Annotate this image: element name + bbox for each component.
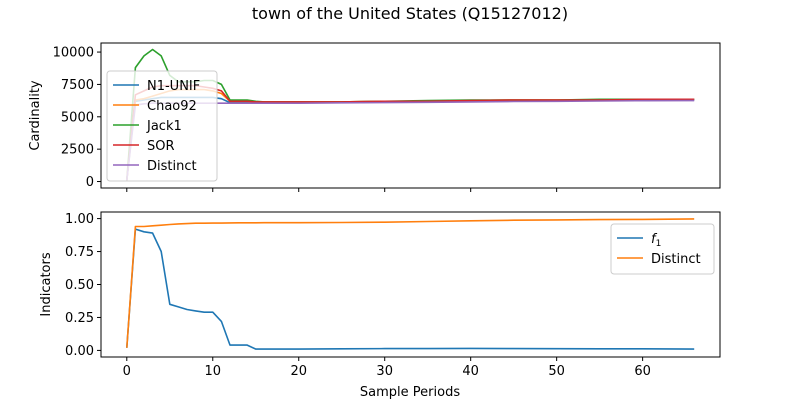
x-tick-label: 10 [204,364,221,379]
series-line-distinct [126,218,695,348]
y-axis-label: Cardinality [28,80,43,151]
x-tick-label: 0 [123,364,131,379]
cardinality-panel: 0 2500 5000 7500 10000 Cardinality N1-UNIF Chao… [28,42,721,192]
x-tick-label: 60 [634,364,651,379]
legend-label: f1 [651,232,661,249]
chart-title: town of the United States (Q15127012) [252,4,568,23]
y-tick-label: 5000 [61,110,94,125]
legend-label: Chao92 [147,99,197,114]
x-tick-label: 30 [376,364,393,379]
x-axis-label: Sample Periods [360,385,460,400]
x-tick-label: 50 [548,364,565,379]
y-axis-label: Indicators [39,252,54,316]
legend-label: N1-UNIF [147,79,200,94]
legend-box [106,70,218,182]
axes-frame [100,42,721,189]
legend-label: Distinct [147,159,197,174]
legend-box [610,223,715,275]
y-tick-label: 0.00 [65,344,94,359]
x-tick-label: 20 [290,364,307,379]
legend-label: SOR [147,139,175,154]
legend-label: Distinct [651,252,701,267]
y-tick-label: 10000 [53,46,94,61]
y-tick-label: 1.00 [65,212,94,227]
y-tick-label: 0.75 [65,245,94,260]
y-tick-label: 0.50 [65,278,94,293]
y-tick-label: 0 [86,175,94,190]
y-tick-label: 2500 [61,143,94,158]
legend-label: Jack1 [146,119,182,134]
series-line-f1 [126,228,695,350]
indicators-panel: 0 10 20 30 40 50 60 0.00 0.25 0.50 0.75 1.00 Indicat… [39,211,721,400]
y-tick-label: 7500 [61,78,94,93]
y-tick-label: 0.25 [65,311,94,326]
x-tick-label: 40 [462,364,479,379]
